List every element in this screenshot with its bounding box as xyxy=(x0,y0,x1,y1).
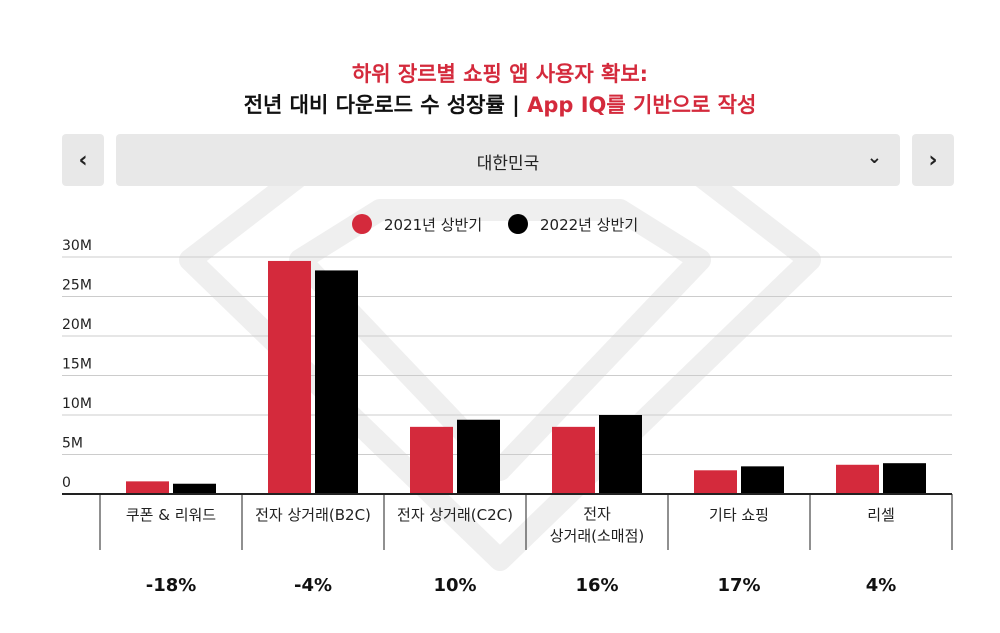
legend-swatch xyxy=(508,214,528,234)
growth-label: 17% xyxy=(717,575,760,596)
x-tick-label: 쿠폰 & 리워드 xyxy=(126,506,216,524)
bar xyxy=(694,470,737,494)
chart-title-line2-main: 전년 대비 다운로드 수 성장률 | xyxy=(243,93,528,117)
bar xyxy=(883,463,926,494)
country-select[interactable]: 대한민국 ⌄ xyxy=(116,134,900,186)
chevron-right-icon: › xyxy=(928,147,938,173)
chevron-down-icon: ⌄ xyxy=(866,147,882,168)
bar xyxy=(126,481,169,494)
growth-label: 10% xyxy=(433,575,476,596)
legend-label: 2021년 상반기 xyxy=(384,216,482,234)
y-tick-label: 20M xyxy=(62,317,92,333)
y-tick-label: 30M xyxy=(62,238,92,254)
chart-title-line2: 전년 대비 다운로드 수 성장률 | App IQ를 기반으로 작성 xyxy=(0,89,1000,119)
x-tick-label: 기타 쇼핑 xyxy=(709,506,769,524)
bar xyxy=(552,426,595,494)
legend-label: 2022년 상반기 xyxy=(540,216,638,234)
bar xyxy=(741,466,784,494)
y-tick-label: 0 xyxy=(62,475,71,491)
bar xyxy=(457,419,500,494)
y-tick-label: 5M xyxy=(62,436,83,452)
bar xyxy=(173,483,216,494)
x-tick-label: 전자 xyxy=(583,505,611,523)
bar xyxy=(410,426,453,494)
chart-title-line2-accent: App IQ를 기반으로 작성 xyxy=(527,93,757,117)
chevron-left-icon: ‹ xyxy=(78,147,88,173)
growth-label: -4% xyxy=(294,575,332,596)
growth-label: 16% xyxy=(575,575,618,596)
chart-title-line1: 하위 장르별 쇼핑 앱 사용자 확보: xyxy=(351,62,649,86)
x-tick-label: 전자 상거래(B2C) xyxy=(255,506,371,524)
bar xyxy=(836,464,879,494)
y-tick-label: 10M xyxy=(62,396,92,412)
y-tick-label: 15M xyxy=(62,357,92,373)
bar xyxy=(268,260,311,494)
x-tick-label: 전자 상거래(C2C) xyxy=(397,506,513,524)
x-tick-label: 상거래(소매점) xyxy=(550,527,645,545)
y-tick-label: 25M xyxy=(62,278,92,294)
growth-label: -18% xyxy=(146,575,197,596)
growth-label: 4% xyxy=(866,575,897,596)
prev-country-button[interactable]: ‹ xyxy=(62,134,104,186)
bar xyxy=(599,415,642,494)
x-tick-label: 리셀 xyxy=(867,506,895,524)
next-country-button[interactable]: › xyxy=(912,134,954,186)
bar xyxy=(315,270,358,494)
country-select-value: 대한민국 xyxy=(476,154,540,174)
legend-swatch xyxy=(352,214,372,234)
